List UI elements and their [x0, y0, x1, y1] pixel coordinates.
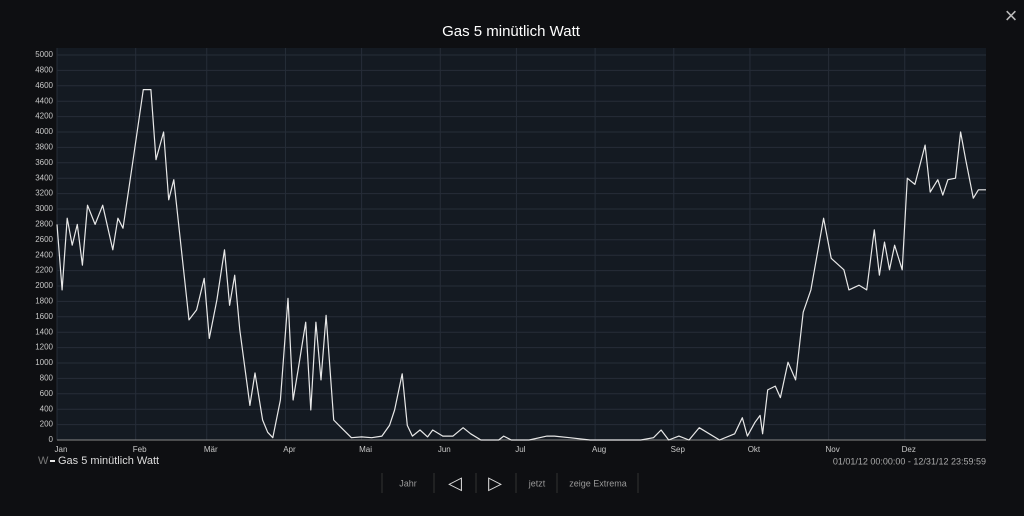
y-tick-label: 800: [40, 374, 54, 383]
y-tick-label: 1600: [35, 312, 53, 321]
nav-button[interactable]: jetzt: [528, 478, 546, 488]
data-line: [56, 89, 986, 441]
y-tick-label: 1000: [35, 358, 53, 367]
y-tick-label: 1400: [35, 327, 53, 336]
y-tick-label: 2600: [35, 235, 53, 244]
y-tick-label: 3000: [35, 204, 53, 213]
x-tick-label: Okt: [748, 445, 761, 454]
nav-button[interactable]: Jahr: [399, 478, 417, 488]
x-tick-label: Dez: [902, 445, 916, 454]
nav-button[interactable]: ▷: [488, 473, 502, 493]
date-range: 01/01/12 00:00:00 - 12/31/12 23:59:59: [833, 456, 986, 466]
y-tick-label: 2400: [35, 250, 53, 259]
x-tick-label: Jun: [438, 445, 451, 454]
y-tick-label: 200: [40, 420, 54, 429]
x-tick-label: Nov: [826, 445, 840, 454]
y-tick-label: 1200: [35, 343, 53, 352]
nav-button[interactable]: zeige Extrema: [569, 478, 627, 488]
legend-label: Gas 5 minütlich Watt: [58, 455, 159, 467]
y-tick-label: 1800: [35, 297, 53, 306]
y-tick-label: 3200: [35, 189, 53, 198]
x-tick-label: Feb: [133, 445, 147, 454]
y-tick-label: 2000: [35, 281, 53, 290]
close-button[interactable]: ×: [1005, 3, 1018, 28]
y-tick-label: 4600: [35, 81, 53, 90]
x-tick-label: Aug: [592, 445, 606, 454]
y-tick-label: 5000: [35, 50, 53, 59]
nav-button[interactable]: ◁: [448, 473, 462, 493]
y-tick-label: 4400: [35, 96, 53, 105]
x-tick-label: Mär: [204, 445, 218, 454]
unit-label: W: [38, 455, 49, 467]
plot-area: [57, 48, 986, 440]
y-tick-label: 2800: [35, 220, 53, 229]
y-tick-label: 600: [40, 389, 54, 398]
x-tick-label: Mai: [359, 445, 372, 454]
x-tick-label: Jul: [515, 445, 525, 454]
y-tick-label: 2200: [35, 266, 53, 275]
x-tick-label: Jan: [55, 445, 68, 454]
chart-title: Gas 5 minütlich Watt: [442, 23, 581, 40]
x-tick-label: Apr: [283, 445, 296, 454]
y-tick-label: 400: [40, 404, 54, 413]
y-tick-label: 4000: [35, 127, 53, 136]
x-tick-label: Sep: [671, 445, 686, 454]
y-tick-label: 4800: [35, 66, 53, 75]
y-tick-label: 3600: [35, 158, 53, 167]
y-tick-label: 3800: [35, 143, 53, 152]
y-tick-label: 3400: [35, 173, 53, 182]
y-tick-label: 0: [49, 435, 54, 444]
y-tick-label: 4200: [35, 112, 53, 121]
